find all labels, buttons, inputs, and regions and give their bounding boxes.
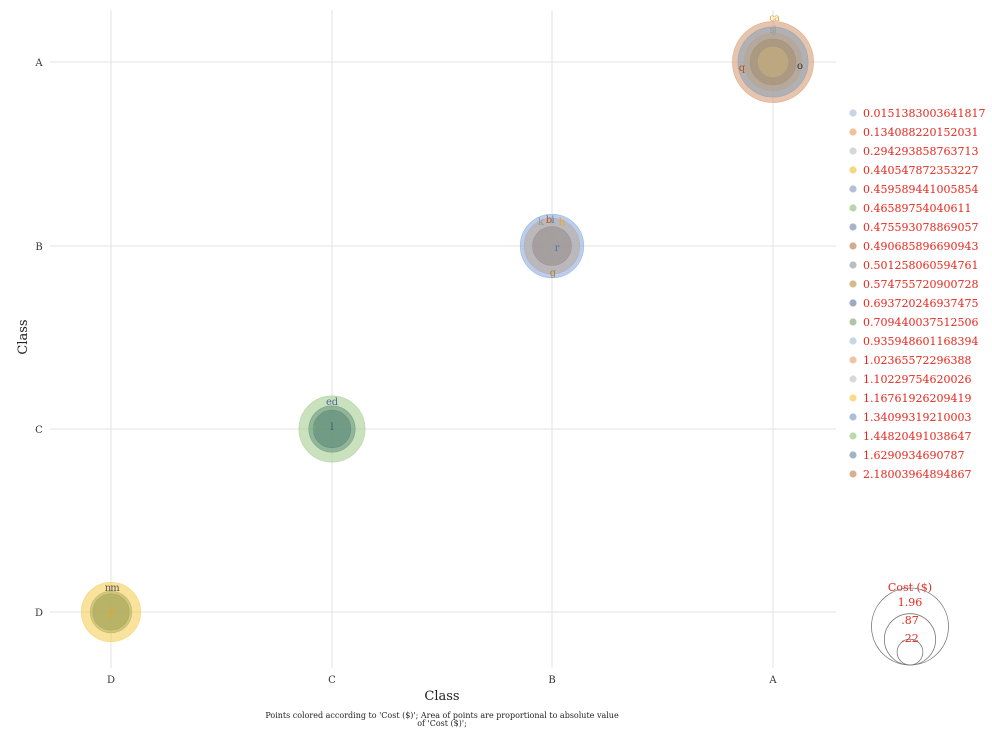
bubble-point bbox=[312, 409, 352, 449]
point-label: d bbox=[332, 397, 339, 408]
x-tick-label: A bbox=[768, 675, 777, 686]
legend-swatch bbox=[849, 375, 857, 383]
size-legend-label: .87 bbox=[901, 614, 919, 627]
point-label: m bbox=[110, 583, 120, 594]
legend-label: 1.6290934690787 bbox=[863, 449, 964, 462]
point-label: g bbox=[550, 268, 557, 279]
point-label: k bbox=[538, 217, 545, 228]
legend-label: 1.34099319210003 bbox=[863, 411, 971, 424]
legend-label: 1.10229754620026 bbox=[863, 373, 971, 386]
legend-label: 0.440547872353227 bbox=[863, 164, 978, 177]
legend-label: 0.475593078869057 bbox=[863, 221, 978, 234]
legend-swatch bbox=[849, 318, 857, 326]
legend-label: 1.02365572296388 bbox=[863, 354, 971, 367]
legend-swatch bbox=[849, 280, 857, 288]
size-legend-label: .22 bbox=[901, 632, 919, 645]
point-label: l bbox=[330, 422, 333, 433]
caption-line-1: Points colored according to 'Cost ($)'; … bbox=[265, 711, 619, 720]
legend-label: 1.44820491038647 bbox=[863, 430, 971, 443]
y-tick-label: D bbox=[35, 608, 43, 619]
size-legend: Cost ($) 1.96 .87 .22 bbox=[871, 581, 949, 666]
point-labels: c asj q o k b i h r g e d f l n m p bbox=[105, 13, 803, 618]
point-label: j bbox=[772, 25, 776, 36]
legend-label: 0.574755720900728 bbox=[863, 278, 978, 291]
legend-label: 0.459589441005854 bbox=[863, 183, 978, 196]
size-legend-title: Cost ($) bbox=[888, 581, 932, 594]
y-axis-title: Class bbox=[16, 319, 31, 354]
size-legend-circle bbox=[896, 638, 924, 666]
point-label: o bbox=[797, 61, 803, 72]
legend-swatch bbox=[849, 470, 857, 478]
color-legend: 0.0151383003641817 0.134088220152031 0.294… bbox=[849, 107, 985, 481]
legend-swatch bbox=[849, 204, 857, 212]
legend-swatch bbox=[849, 451, 857, 459]
legend-swatch bbox=[849, 394, 857, 402]
x-axis-title: Class bbox=[424, 689, 459, 704]
bubble-point bbox=[92, 593, 130, 631]
x-tick-label: D bbox=[107, 675, 115, 686]
bubble-point bbox=[757, 46, 789, 78]
point-label: e bbox=[326, 397, 332, 408]
point-label: s bbox=[769, 25, 774, 36]
y-axis-ticks: D C B A bbox=[34, 58, 43, 619]
legend-swatch bbox=[849, 432, 857, 440]
legend-label: 2.18003964894867 bbox=[863, 468, 971, 481]
y-tick-label: C bbox=[35, 425, 43, 436]
legend-label: 0.935948601168394 bbox=[863, 335, 978, 348]
legend-swatch bbox=[849, 109, 857, 117]
legend-label: 0.490685896690943 bbox=[863, 240, 978, 253]
data-points bbox=[80, 21, 814, 643]
legend-swatch bbox=[849, 128, 857, 136]
point-label: q bbox=[739, 63, 746, 74]
x-tick-label: C bbox=[328, 675, 336, 686]
point-label: f bbox=[312, 425, 317, 436]
point-label: c bbox=[769, 13, 775, 24]
point-label: n bbox=[105, 583, 112, 594]
legend-swatch bbox=[849, 356, 857, 364]
bubble-point bbox=[532, 226, 572, 266]
point-label: i bbox=[551, 215, 554, 226]
legend-swatch bbox=[849, 413, 857, 421]
legend-swatch bbox=[849, 166, 857, 174]
legend-swatch bbox=[849, 261, 857, 269]
point-label: p bbox=[108, 607, 114, 618]
legend-label: 0.0151383003641817 bbox=[863, 107, 985, 120]
legend-swatch bbox=[849, 223, 857, 231]
legend-label: 0.709440037512506 bbox=[863, 316, 978, 329]
legend-swatch bbox=[849, 242, 857, 250]
legend-label: 1.16761926209419 bbox=[863, 392, 971, 405]
grid-lines bbox=[50, 10, 836, 668]
point-label: h bbox=[559, 217, 566, 228]
legend-label: 0.46589754040611 bbox=[863, 202, 971, 215]
legend-label: 0.134088220152031 bbox=[863, 126, 978, 139]
legend-swatch bbox=[849, 147, 857, 155]
legend-label: 0.693720246937475 bbox=[863, 297, 978, 310]
caption-line-2: of 'Cost ($)'; bbox=[417, 719, 467, 728]
point-label: r bbox=[555, 243, 560, 254]
y-tick-label: A bbox=[34, 58, 43, 69]
x-tick-label: B bbox=[548, 675, 555, 686]
point-label: a bbox=[774, 13, 780, 24]
legend-swatch bbox=[849, 185, 857, 193]
legend-label: 0.294293858763713 bbox=[863, 145, 978, 158]
y-tick-label: B bbox=[35, 242, 42, 253]
legend-swatch bbox=[849, 337, 857, 345]
size-legend-label: 1.96 bbox=[898, 596, 923, 609]
legend-label: 0.501258060594761 bbox=[863, 259, 978, 272]
point-label: b bbox=[546, 215, 552, 226]
legend-swatch bbox=[849, 299, 857, 307]
